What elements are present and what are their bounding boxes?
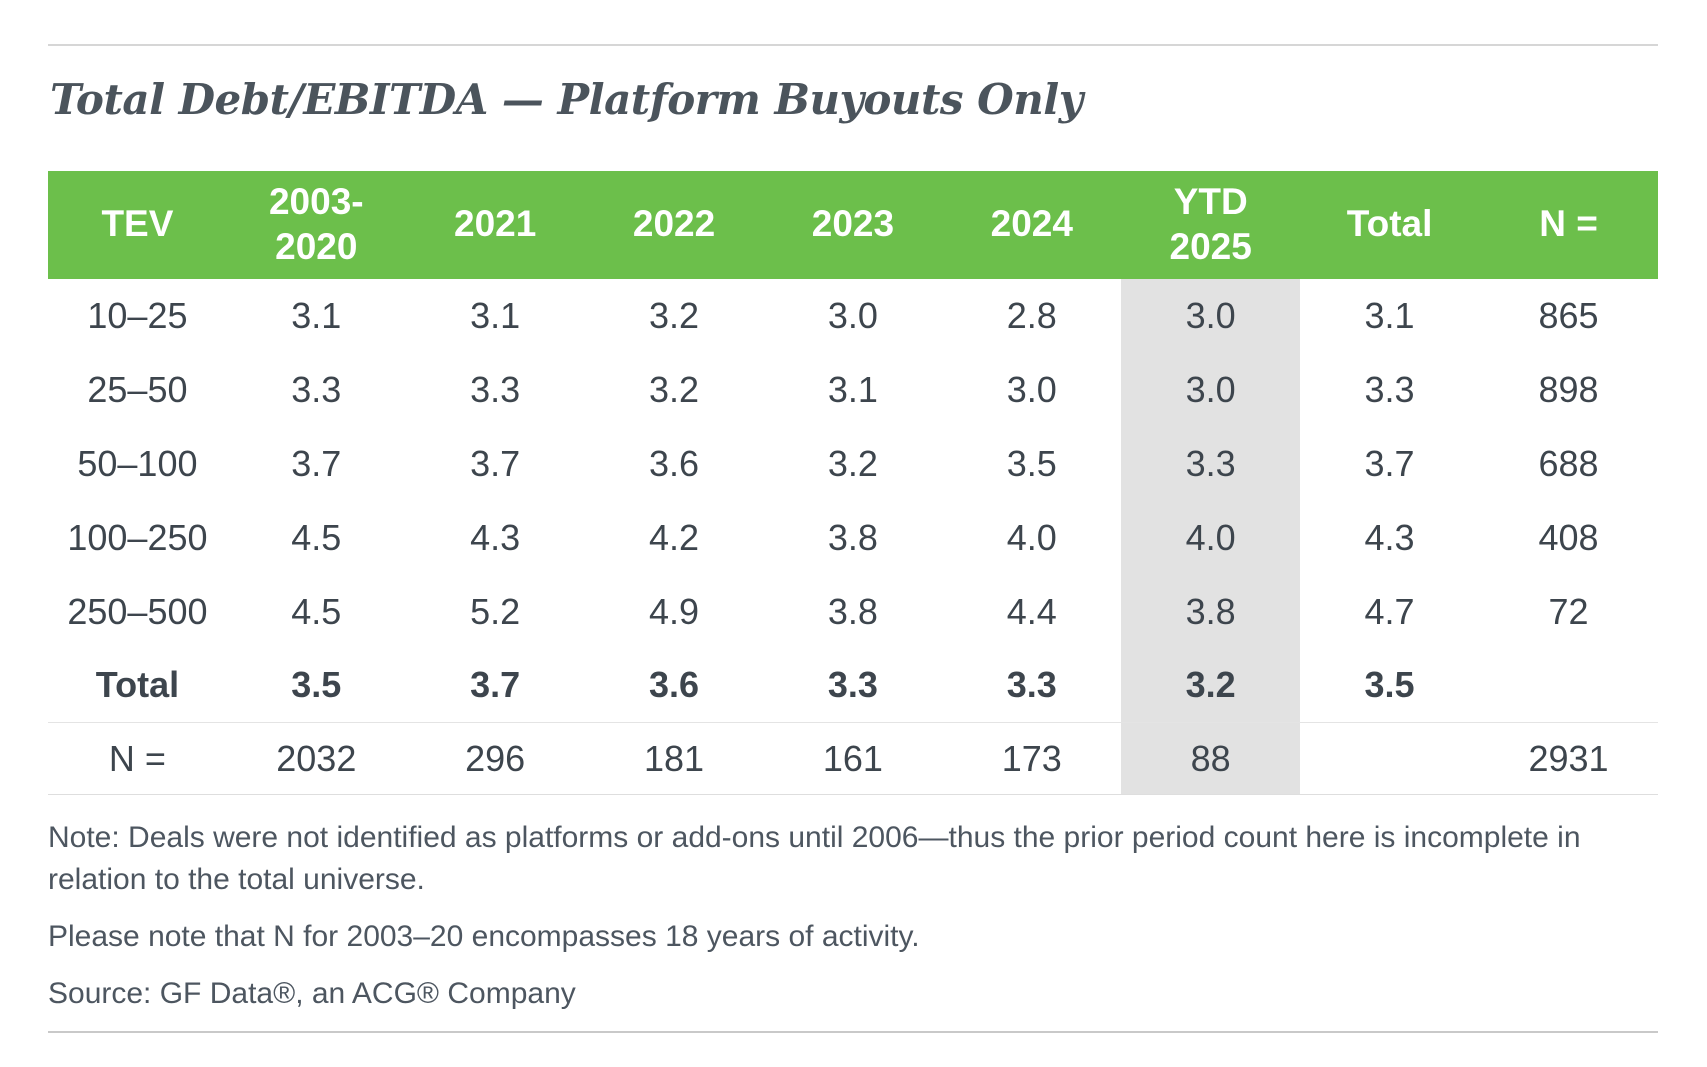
table-cell: 4.3 — [470, 516, 521, 558]
table-cell — [1479, 649, 1658, 723]
table-cell: 4.0 — [1006, 516, 1057, 558]
table-cell: 4.3 — [1364, 516, 1415, 558]
row-label: N = — [48, 722, 227, 795]
column-header-total: Total — [1300, 170, 1479, 279]
table-cell: 898 — [1538, 368, 1599, 410]
note-platforms-text: Note: Deals were not identified as platf… — [48, 821, 1581, 896]
table-body: 10–25 3.1 3.1 3.2 3.0 2.8 3.0 3.1 865 25… — [48, 278, 1658, 795]
table-cell: 2931 — [1479, 722, 1658, 795]
table-cell: 161 — [763, 722, 943, 795]
table-cell: 2032 — [226, 722, 406, 795]
table-cell: 3.3 — [827, 664, 878, 706]
table-cell: 3.0 — [1006, 368, 1057, 410]
table-row-25-50: 25–50 3.3 3.3 3.2 3.1 3.0 3.0 3.3 898 — [48, 352, 1658, 427]
report-page: Total Debt/EBITDA — Platform Buyouts Onl… — [48, 44, 1658, 1033]
column-header-n: N = — [1479, 170, 1658, 279]
table-cell: 3.1 — [470, 294, 521, 336]
table-cell: 3.3 — [1364, 368, 1415, 410]
table-cell-highlighted: 3.0 — [1121, 352, 1301, 427]
table-cell: 3.1 — [827, 368, 878, 410]
column-header-2003-2020: 2003- 2020 — [226, 170, 406, 279]
table-cell: 3.3 — [291, 368, 342, 410]
table-cell: 3.3 — [1006, 664, 1057, 706]
table-cell-highlighted: 3.8 — [1121, 574, 1301, 649]
table-cell: 3.2 — [649, 368, 700, 410]
table-cell-highlighted: 3.2 — [1121, 648, 1301, 723]
column-header-tev: TEV — [48, 170, 227, 279]
table-cell: 3.5 — [1364, 664, 1415, 706]
header-row: TEV 2003- 2020 2021 2022 2023 2024 YTD 2… — [48, 170, 1658, 279]
bottom-divider — [48, 1031, 1658, 1033]
table-row-n-counts: N = 2032 296 181 161 173 88 2931 — [48, 722, 1658, 795]
table-cell: 3.7 — [1364, 442, 1415, 484]
row-label: 250–500 — [67, 590, 208, 632]
table-cell: 688 — [1538, 442, 1599, 484]
table-cell: 181 — [584, 722, 764, 795]
table-cell: 4.9 — [649, 590, 700, 632]
table-cell: 5.2 — [470, 590, 521, 632]
table-cell: 865 — [1538, 294, 1599, 336]
table-cell-highlighted: 3.3 — [1121, 426, 1301, 501]
table-cell: 72 — [1548, 590, 1589, 632]
table-cell: 3.1 — [291, 294, 342, 336]
note-n-years-text: Please note that N for 2003–20 encompass… — [48, 920, 920, 953]
column-header-2022: 2022 — [584, 170, 764, 279]
table-cell: 3.2 — [649, 294, 700, 336]
page-title: Total Debt/EBITDA — Platform Buyouts Onl… — [50, 75, 1083, 124]
column-header-2024: 2024 — [942, 170, 1122, 279]
table-row-10-25: 10–25 3.1 3.1 3.2 3.0 2.8 3.0 3.1 865 — [48, 278, 1658, 353]
column-header-2023: 2023 — [763, 170, 943, 279]
table-cell: 3.8 — [827, 590, 878, 632]
table-cell: 3.6 — [649, 442, 700, 484]
table-row-total: Total 3.5 3.7 3.6 3.3 3.3 3.2 3.5 — [48, 648, 1658, 723]
table-cell-highlighted: 88 — [1121, 722, 1301, 795]
table-cell-highlighted: 3.0 — [1121, 278, 1301, 353]
table-cell: 408 — [1538, 516, 1599, 558]
table-cell: 2.8 — [1006, 294, 1057, 336]
table-row-250-500: 250–500 4.5 5.2 4.9 3.8 4.4 3.8 4.7 72 — [48, 574, 1658, 649]
table-cell: 4.5 — [291, 516, 342, 558]
table-cell: 4.5 — [291, 590, 342, 632]
table-cell: 3.0 — [827, 294, 878, 336]
table-cell-highlighted: 4.0 — [1121, 500, 1301, 575]
table-cell: 3.3 — [470, 368, 521, 410]
table-cell: 3.1 — [1364, 294, 1415, 336]
table-cell: 3.7 — [470, 442, 521, 484]
table-row-50-100: 50–100 3.7 3.7 3.6 3.2 3.5 3.3 3.7 688 — [48, 426, 1658, 501]
top-divider — [48, 44, 1658, 46]
row-label: 100–250 — [67, 516, 208, 558]
table-cell: 4.4 — [1006, 590, 1057, 632]
table-cell: 3.7 — [291, 442, 342, 484]
table-cell: 3.6 — [649, 664, 700, 706]
table-cell: 4.7 — [1364, 590, 1415, 632]
table-cell: 3.7 — [470, 664, 521, 706]
source-text: Source: GF Data®, an ACG® Company — [48, 977, 576, 1010]
table-cell: 3.5 — [291, 664, 342, 706]
debt-ebitda-table: TEV 2003- 2020 2021 2022 2023 2024 YTD 2… — [48, 170, 1658, 795]
column-header-2021: 2021 — [405, 170, 585, 279]
column-header-ytd-2025: YTD 2025 — [1121, 170, 1301, 279]
row-label: 25–50 — [87, 368, 188, 410]
table-cell: 296 — [405, 722, 585, 795]
table-cell: 3.2 — [827, 442, 878, 484]
table-header: TEV 2003- 2020 2021 2022 2023 2024 YTD 2… — [48, 170, 1658, 279]
table-cell: 3.5 — [1006, 442, 1057, 484]
table-row-100-250: 100–250 4.5 4.3 4.2 3.8 4.0 4.0 4.3 408 — [48, 500, 1658, 575]
footnotes: Note: Deals were not identified as platf… — [48, 817, 1658, 1015]
table-cell — [1300, 722, 1479, 795]
row-label: 10–25 — [87, 294, 188, 336]
row-label: 50–100 — [77, 442, 198, 484]
table-cell: 4.2 — [649, 516, 700, 558]
table-cell: 3.8 — [827, 516, 878, 558]
table-cell: 173 — [942, 722, 1122, 795]
row-label: Total — [95, 664, 180, 706]
